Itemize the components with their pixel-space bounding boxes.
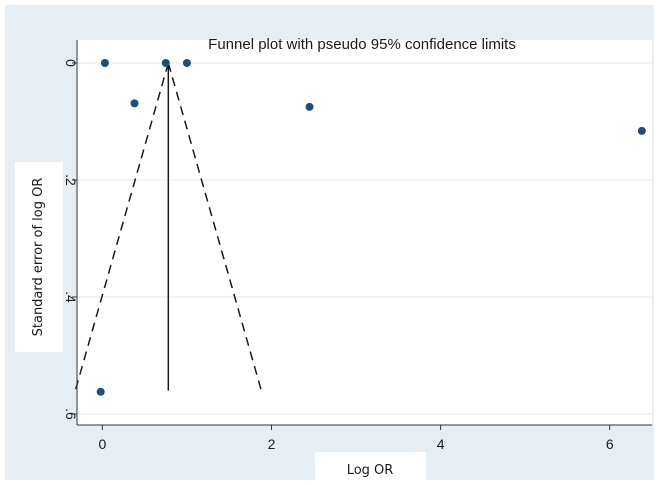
y-tick-label-1: .2 (63, 174, 79, 186)
x-tick-label-2: 4 (437, 436, 445, 452)
y-tick-label-0: 0 (63, 59, 79, 67)
data-point-6 (96, 387, 105, 396)
y-tick-label-3: .6 (63, 408, 79, 420)
data-point-0 (100, 59, 109, 67)
data-point-3 (130, 99, 139, 108)
reference-lines (74, 62, 263, 391)
plot-area (77, 40, 652, 425)
y-axis-label: Standard error of log OR (31, 178, 46, 337)
x-axis-label-box (315, 452, 426, 485)
data-points (96, 59, 646, 396)
y-axis-label-box (15, 162, 63, 352)
axes: 0 .2 .4 .6 0 2 4 6 (63, 40, 652, 452)
data-point-4 (305, 102, 314, 111)
x-tick-label-3: 6 (606, 436, 614, 452)
data-point-5 (637, 126, 646, 135)
chart-title: Funnel plot with pseudo 95% confidence l… (208, 36, 516, 53)
data-point-1 (161, 59, 170, 67)
x-tick-label-1: 2 (268, 436, 276, 452)
grid (77, 62, 652, 415)
y-tick-label-2: .4 (63, 291, 79, 303)
upper-confidence-limit-line (167, 62, 263, 391)
x-axis-label: Log OR (347, 463, 394, 478)
lower-confidence-limit-line (74, 62, 170, 391)
x-tick-label-0: 0 (98, 436, 106, 452)
data-point-2 (182, 59, 191, 67)
